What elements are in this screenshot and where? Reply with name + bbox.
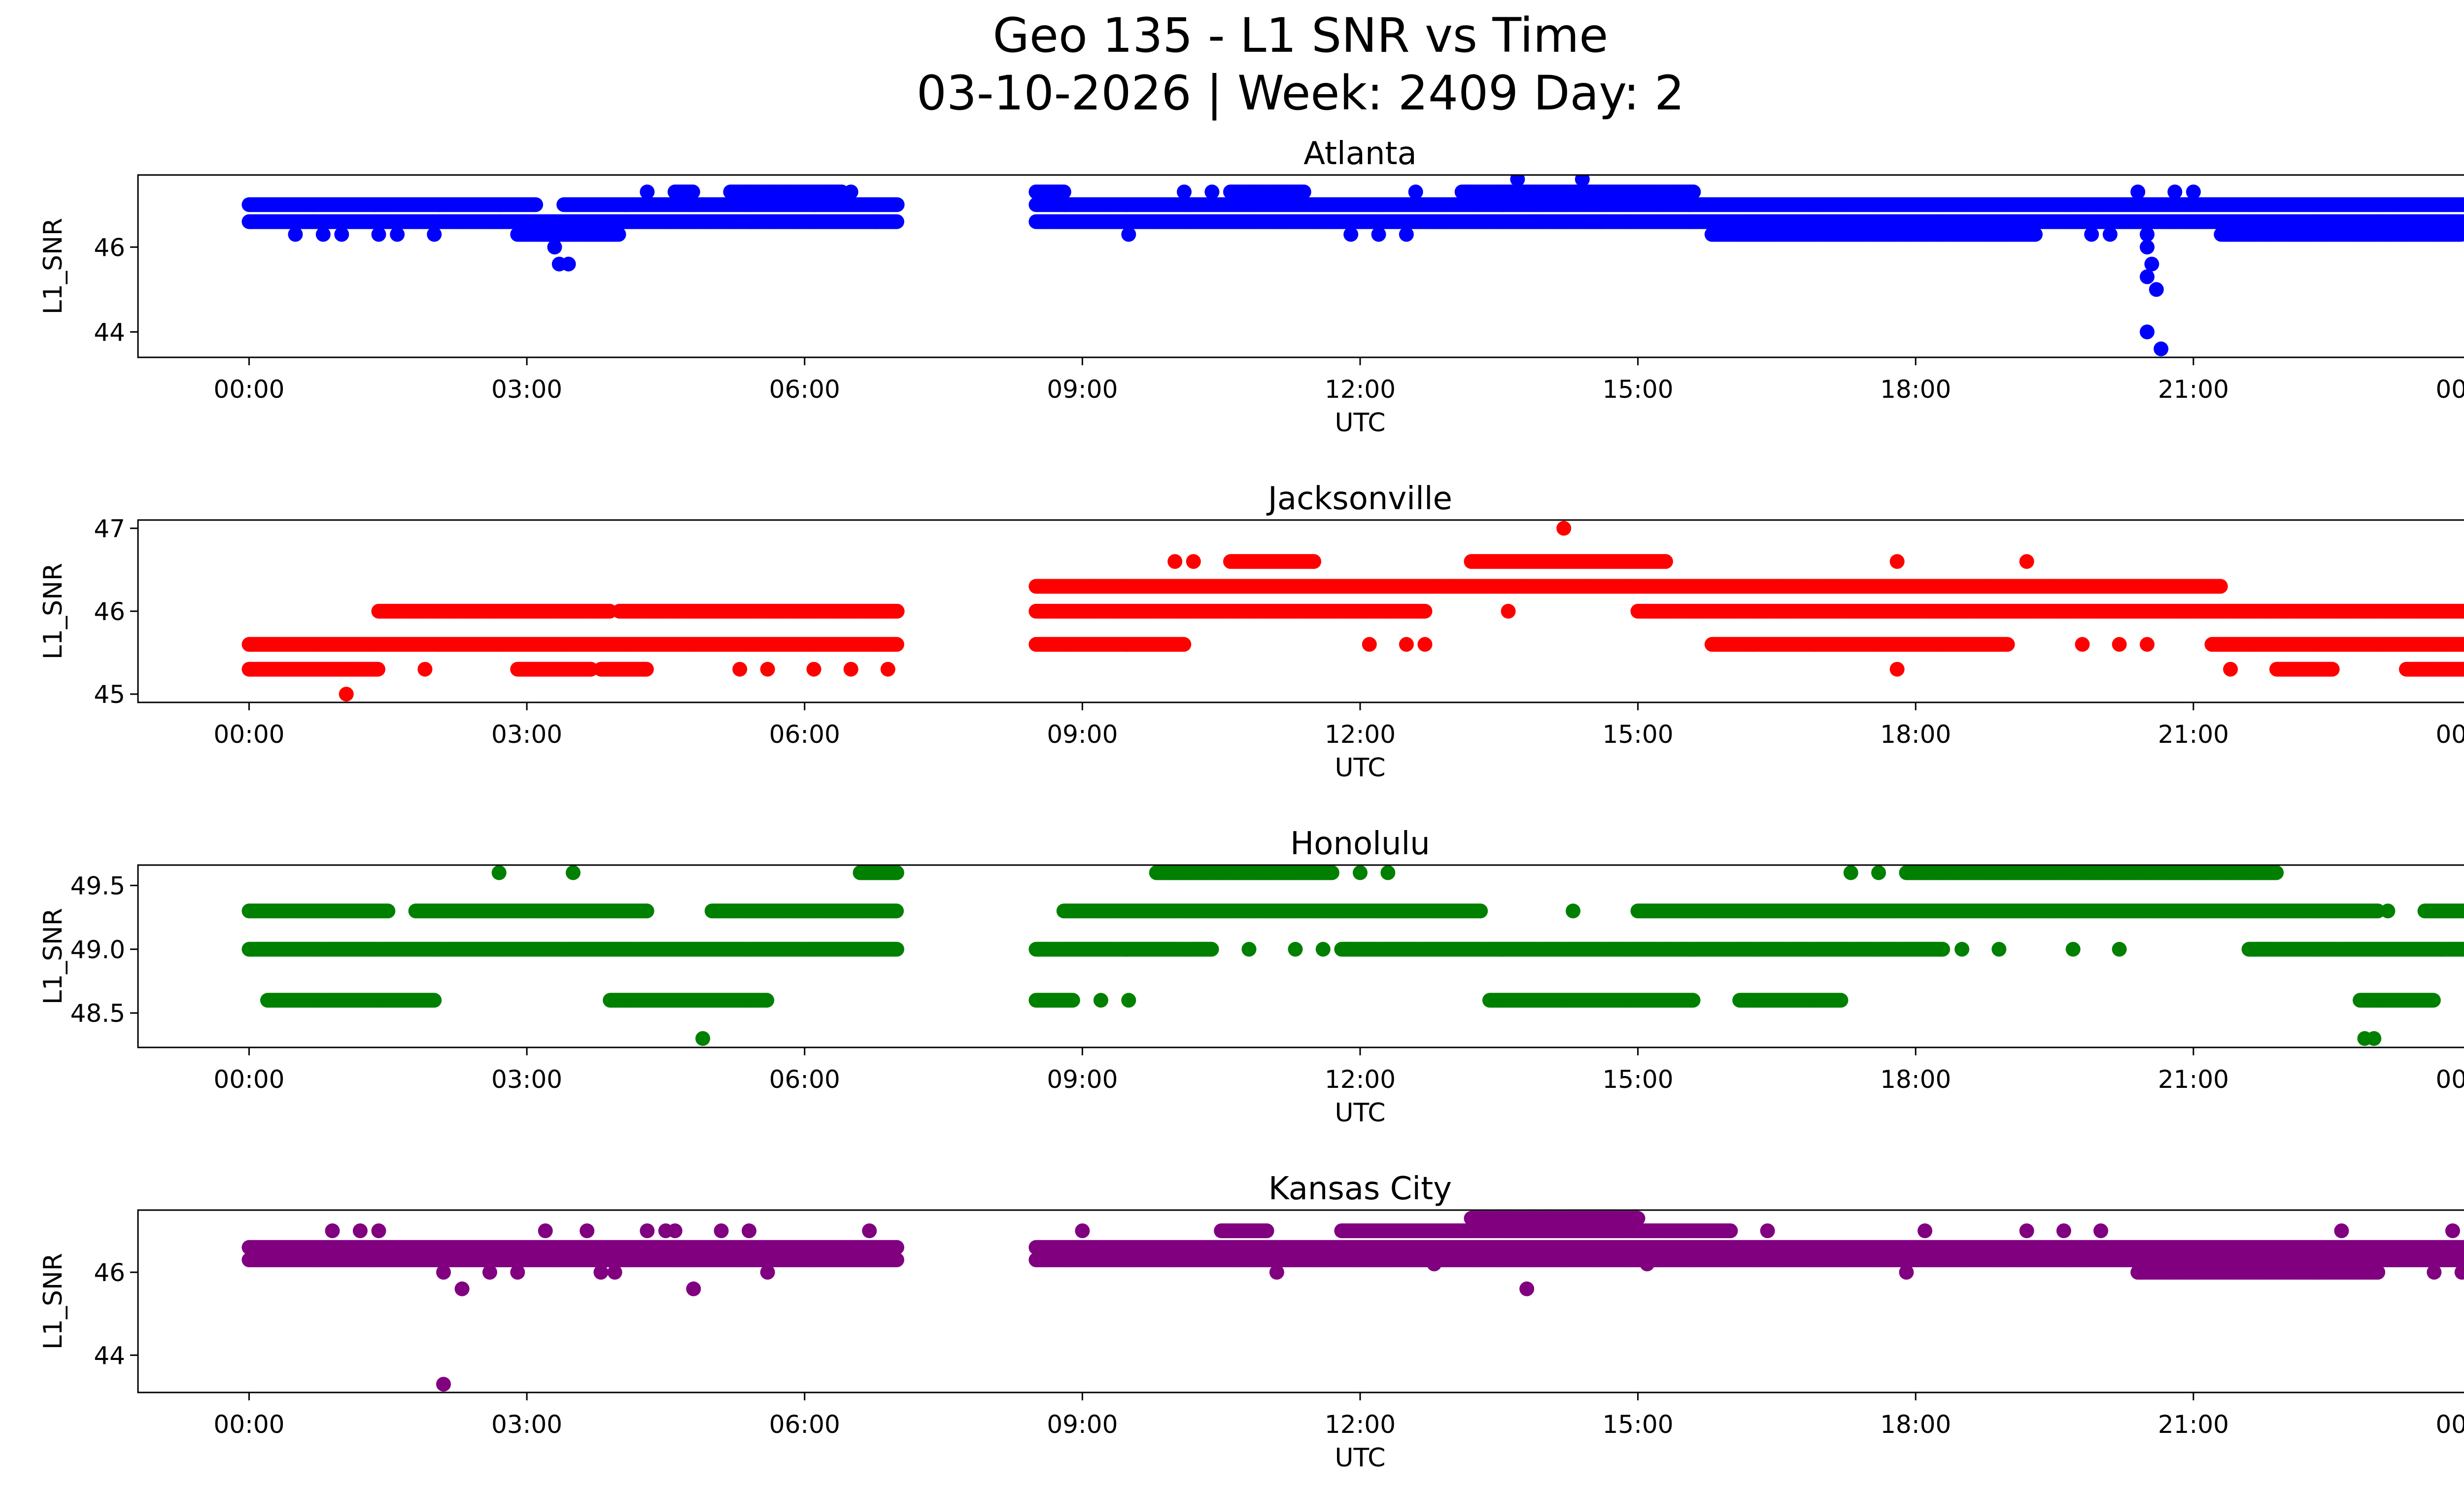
- data-point: [685, 184, 700, 200]
- data-point: [1408, 184, 1423, 200]
- x-tick-label: 21:00: [2158, 375, 2229, 404]
- data-point: [2167, 184, 2183, 200]
- data-point: [2028, 227, 2043, 242]
- panel-title: Jacksonville: [1266, 481, 1452, 517]
- data-point: [640, 184, 655, 200]
- data-point: [1593, 214, 1608, 229]
- data-point: [371, 227, 386, 242]
- panels: Atlanta 00:00 03:00 06:00 09:00 12:00 15:00 18:…: [38, 136, 2464, 1473]
- data-point: [1296, 184, 1311, 200]
- x-tick-label: 03:00: [491, 375, 562, 404]
- data-point: [1056, 184, 1071, 200]
- data-point: [2144, 256, 2159, 272]
- data-point: [315, 227, 331, 242]
- data-point: [2154, 341, 2169, 356]
- data-point: [528, 197, 544, 212]
- x-tick-label: 06:00: [769, 375, 840, 404]
- data-point: [611, 227, 626, 242]
- data-point: [2149, 282, 2164, 297]
- x-axis-label: UTC: [1335, 408, 1385, 438]
- x-tick-label: 00:00: [2435, 375, 2464, 404]
- x-tick-label: 12:00: [1325, 375, 1396, 404]
- data-point: [2463, 217, 2464, 226]
- data-point: [1204, 184, 1220, 200]
- panel-title: Atlanta: [1303, 136, 1417, 172]
- y-tick-label: 46: [94, 233, 125, 262]
- chart-title: Geo 135 - L1 SNR vs Time: [993, 8, 1608, 63]
- data-point: [1529, 214, 1543, 229]
- x-tick-label: 15:00: [1603, 375, 1674, 404]
- data-point: [2084, 227, 2099, 242]
- data-point: [2454, 227, 2464, 242]
- data-point: [1121, 227, 1136, 242]
- data-point: [2140, 227, 2155, 242]
- data-point: [1343, 227, 1359, 242]
- data-point: [561, 256, 576, 272]
- data-point: [889, 214, 904, 229]
- data-point: [2102, 227, 2118, 242]
- y-tick-label: 44: [94, 318, 125, 347]
- data-point: [288, 227, 303, 242]
- y-axis-label: L1_SNR: [38, 218, 68, 314]
- x-tick-label: 00:00: [213, 375, 284, 404]
- data-point: [890, 197, 905, 212]
- data-points: [241, 175, 2464, 356]
- panel-atlanta: Atlanta 00:00 03:00 06:00 09:00 12:00 15:00 18:…: [38, 136, 2464, 438]
- data-point: [2186, 184, 2201, 200]
- data-point: [547, 240, 562, 255]
- data-point: [843, 184, 858, 200]
- chart-subtitle: 03-10-2026 | Week: 2409 Day: 2: [917, 66, 1685, 121]
- data-point: [1177, 184, 1192, 200]
- x-tick-label: 18:00: [1880, 375, 1951, 404]
- data-point: [390, 227, 405, 242]
- data-point: [1371, 227, 1386, 242]
- x-tick-label: 09:00: [1047, 375, 1118, 404]
- data-point: [1399, 227, 1414, 242]
- data-point: [1510, 175, 1525, 187]
- data-point: [2140, 269, 2155, 284]
- data-point: [1686, 184, 1701, 200]
- data-point: [2140, 324, 2155, 340]
- data-point: [427, 227, 442, 242]
- data-point: [2130, 184, 2146, 200]
- data-point: [1574, 175, 1590, 187]
- data-point: [2140, 240, 2155, 255]
- data-points: [241, 521, 2464, 702]
- data-point: [334, 227, 349, 242]
